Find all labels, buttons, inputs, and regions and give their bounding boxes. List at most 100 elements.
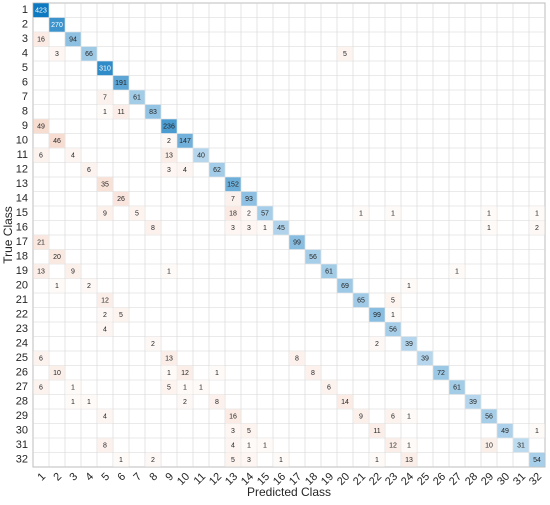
x-tick-label: 11 xyxy=(192,471,209,488)
cell xyxy=(113,75,129,90)
cell xyxy=(353,409,369,424)
cell xyxy=(241,220,257,235)
cell-label: 16 xyxy=(229,414,237,421)
cell-label: 61 xyxy=(453,385,461,392)
cell-label: 1 xyxy=(263,225,267,232)
cell-label: 152 xyxy=(227,182,239,189)
y-tick-label: 25 xyxy=(16,352,28,364)
x-axis-label: Predicted Class xyxy=(247,485,331,499)
cell-label: 2 xyxy=(151,457,155,464)
cell xyxy=(353,206,369,221)
cell-label: 4 xyxy=(103,327,107,334)
cell xyxy=(273,220,289,235)
cell xyxy=(65,148,81,163)
y-tick-label: 15 xyxy=(16,207,28,219)
x-tick-label: 29 xyxy=(479,471,496,488)
cell xyxy=(209,394,225,409)
cell-label: 21 xyxy=(37,240,45,247)
cell xyxy=(209,365,225,380)
cell-label: 61 xyxy=(325,269,333,276)
cell-label: 1 xyxy=(103,109,107,116)
cell-label: 1 xyxy=(215,370,219,377)
cell xyxy=(33,235,49,250)
cell-label: 6 xyxy=(391,414,395,421)
cell xyxy=(129,90,145,105)
cell xyxy=(337,394,353,409)
cell-label: 93 xyxy=(245,196,253,203)
cell-label: 35 xyxy=(101,182,109,189)
x-tick-label: 6 xyxy=(115,471,128,484)
cell xyxy=(65,394,81,409)
cell-label: 31 xyxy=(517,443,525,450)
cell-label: 1 xyxy=(359,211,363,218)
y-tick-label: 24 xyxy=(16,338,28,350)
cell xyxy=(65,380,81,395)
y-tick-label: 32 xyxy=(16,454,28,466)
cell-label: 2 xyxy=(183,399,187,406)
cell-label: 1 xyxy=(119,457,123,464)
cell-label: 5 xyxy=(391,298,395,305)
cell xyxy=(49,17,65,32)
cell-label: 2 xyxy=(167,138,171,145)
cell-label: 5 xyxy=(247,428,251,435)
y-tick-label: 26 xyxy=(16,367,28,379)
cell-label: 13 xyxy=(405,457,413,464)
cell-label: 99 xyxy=(293,240,301,247)
cell-label: 12 xyxy=(181,370,189,377)
cell-label: 14 xyxy=(341,399,349,406)
cell xyxy=(145,452,161,467)
cell-label: 310 xyxy=(99,66,111,73)
cell-label: 61 xyxy=(133,95,141,102)
cell-label: 49 xyxy=(37,124,45,131)
cell-label: 3 xyxy=(231,428,235,435)
cell-label: 94 xyxy=(69,37,77,44)
y-tick-label: 14 xyxy=(16,193,28,205)
cell xyxy=(193,380,209,395)
x-tick-label: 25 xyxy=(415,471,432,488)
y-tick-label: 10 xyxy=(16,135,28,147)
y-tick-label: 19 xyxy=(16,265,28,277)
cell xyxy=(113,452,129,467)
cell-label: 423 xyxy=(35,8,47,15)
cell-label: 1 xyxy=(487,211,491,218)
cell-label: 1 xyxy=(167,370,171,377)
y-tick-label: 28 xyxy=(16,396,28,408)
cell-label: 1 xyxy=(535,211,539,218)
x-tick-label: 20 xyxy=(335,471,352,488)
cell-label: 83 xyxy=(149,109,157,116)
cell xyxy=(97,409,113,424)
cell xyxy=(81,394,97,409)
cell xyxy=(177,162,193,177)
cell-label: 6 xyxy=(39,356,43,363)
cell-label: 1 xyxy=(87,399,91,406)
cell-label: 1 xyxy=(487,225,491,232)
cell xyxy=(177,380,193,395)
cell xyxy=(241,191,257,206)
cell-label: 1 xyxy=(167,269,171,276)
cell xyxy=(129,206,145,221)
cell-label: 1 xyxy=(391,312,395,319)
x-tick-label: 28 xyxy=(463,471,480,488)
cell-label: 1 xyxy=(455,269,459,276)
cell xyxy=(97,206,113,221)
cell xyxy=(33,32,49,47)
cell xyxy=(513,438,529,453)
cell-label: 1 xyxy=(247,443,251,450)
cell-label: 8 xyxy=(311,370,315,377)
cell-label: 6 xyxy=(39,153,43,160)
cell xyxy=(81,162,97,177)
cell-label: 1 xyxy=(71,385,75,392)
cell-label: 147 xyxy=(179,138,191,145)
cell xyxy=(161,264,177,279)
cell-label: 6 xyxy=(39,385,43,392)
cell xyxy=(49,278,65,293)
y-tick-label: 6 xyxy=(22,77,28,89)
cell xyxy=(193,148,209,163)
cell-label: 1 xyxy=(55,283,59,290)
cell xyxy=(321,380,337,395)
cell-label: 4 xyxy=(103,414,107,421)
y-tick-label: 1 xyxy=(22,4,28,16)
cell xyxy=(401,409,417,424)
cell xyxy=(481,438,497,453)
x-tick-label: 21 xyxy=(351,471,368,488)
